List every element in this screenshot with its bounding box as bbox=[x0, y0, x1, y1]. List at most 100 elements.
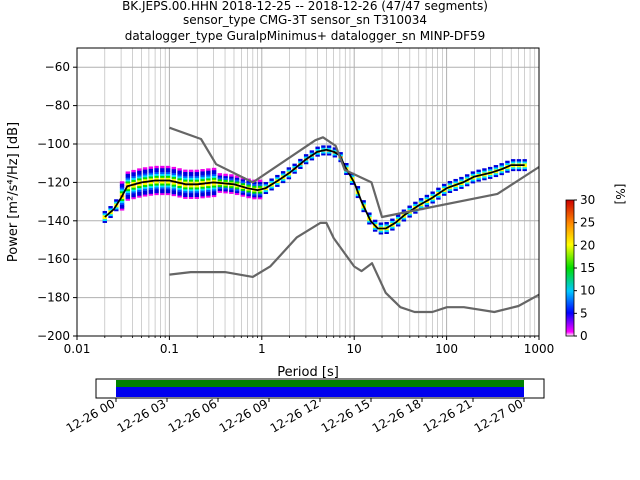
heatmap-cell bbox=[349, 182, 355, 185]
heatmap-cell bbox=[194, 173, 200, 176]
heatmap-cell bbox=[188, 181, 194, 184]
heatmap-cell bbox=[171, 176, 177, 179]
heatmap-cell bbox=[298, 166, 303, 169]
heatmap-cell bbox=[516, 162, 522, 166]
heatmap-cell bbox=[194, 190, 200, 194]
x-axis-label: Period [s] bbox=[277, 365, 339, 380]
heatmap-cell bbox=[493, 166, 499, 170]
timeline-band-data-coverage bbox=[116, 380, 524, 387]
heatmap-cell bbox=[470, 173, 476, 176]
heatmap-cell bbox=[367, 222, 372, 225]
heatmap-cell bbox=[137, 189, 142, 192]
heatmap-cell bbox=[436, 195, 441, 198]
heatmap-cell bbox=[131, 171, 136, 175]
heatmap-cell bbox=[200, 190, 205, 193]
heatmap-cell bbox=[378, 228, 384, 231]
heatmap-cell bbox=[160, 175, 165, 178]
heatmap-cell bbox=[223, 179, 228, 182]
heatmap-cell bbox=[303, 161, 309, 165]
heatmap-cell bbox=[160, 190, 165, 194]
heatmap-cell bbox=[211, 167, 217, 171]
heatmap-cell bbox=[217, 176, 223, 180]
heatmap-cell bbox=[246, 191, 251, 195]
heatmap-cell bbox=[424, 194, 430, 198]
heatmap-cell bbox=[482, 175, 487, 179]
heatmap-cell bbox=[384, 223, 389, 227]
heatmap-cell bbox=[142, 174, 148, 178]
heatmap-cell bbox=[217, 190, 223, 193]
heatmap-cell bbox=[131, 196, 136, 200]
heatmap-cell bbox=[344, 172, 349, 175]
heatmap-cell bbox=[493, 174, 499, 178]
heatmap-cell bbox=[499, 170, 504, 174]
heatmap-cell bbox=[102, 220, 108, 223]
heatmap-cell bbox=[223, 189, 228, 192]
heatmap-cell bbox=[188, 196, 194, 199]
heatmap-cell bbox=[263, 189, 269, 193]
heatmap-cell bbox=[413, 211, 418, 214]
heatmap-cell bbox=[505, 162, 510, 166]
heatmap-cell bbox=[125, 190, 131, 194]
heatmap-cell bbox=[390, 228, 395, 231]
heatmap-cell bbox=[418, 205, 424, 209]
heatmap-cell bbox=[447, 180, 453, 184]
y-tick-label: −140 bbox=[37, 214, 70, 228]
heatmap-cell bbox=[326, 151, 332, 154]
series-line-mean-psd bbox=[104, 148, 525, 230]
heatmap-cell bbox=[413, 201, 418, 205]
heatmap-cell bbox=[183, 171, 188, 174]
heatmap-cell bbox=[441, 185, 447, 189]
heatmap-cell bbox=[188, 194, 194, 198]
heatmap-cell bbox=[252, 189, 257, 192]
heatmap-cell bbox=[177, 189, 182, 192]
heatmap-cell bbox=[309, 152, 315, 155]
heatmap-cell bbox=[211, 188, 217, 192]
heatmap-cell bbox=[171, 182, 177, 185]
heatmap-cell bbox=[171, 168, 177, 172]
heatmap-cell bbox=[206, 172, 211, 175]
heatmap-cell bbox=[344, 164, 349, 168]
heatmap-cell bbox=[459, 186, 464, 189]
heatmap-cell bbox=[246, 190, 251, 193]
heatmap-cell bbox=[252, 193, 257, 196]
heatmap-cell bbox=[148, 189, 154, 192]
heatmap-cell bbox=[211, 169, 217, 173]
heatmap-cell bbox=[206, 170, 211, 173]
heatmap-cell bbox=[200, 172, 205, 176]
heatmap-cell bbox=[211, 192, 217, 196]
heatmap-cell bbox=[229, 185, 234, 189]
heatmap-cell bbox=[137, 176, 142, 179]
heatmap-cell bbox=[229, 176, 234, 179]
heatmap-cell bbox=[240, 190, 246, 193]
heatmap-cell bbox=[206, 174, 211, 177]
heatmap-cell bbox=[160, 181, 165, 184]
x-tick-label: 1 bbox=[258, 342, 266, 356]
heatmap-cell bbox=[269, 178, 274, 181]
heatmap-cell bbox=[177, 172, 182, 175]
heatmap-cell bbox=[194, 179, 200, 182]
heatmap-cell bbox=[459, 178, 464, 182]
heatmap-cell bbox=[102, 218, 108, 222]
heatmap-cell bbox=[430, 191, 435, 194]
heatmap-cell bbox=[177, 183, 182, 187]
heatmap-cell bbox=[131, 173, 136, 177]
heatmap-cell bbox=[223, 183, 228, 186]
heatmap-cell bbox=[125, 179, 131, 182]
heatmap-cell bbox=[194, 185, 200, 188]
heatmap-cell bbox=[217, 188, 223, 191]
heatmap-cell bbox=[194, 181, 200, 184]
heatmap-cell bbox=[361, 202, 366, 205]
heatmap-cell bbox=[171, 188, 177, 191]
heatmap-cell bbox=[418, 198, 424, 201]
heatmap-cell bbox=[355, 195, 361, 199]
heatmap-cell bbox=[114, 201, 119, 204]
y-tick-label: −200 bbox=[37, 329, 70, 343]
heatmap-cell bbox=[137, 183, 142, 187]
heatmap-cell bbox=[401, 209, 407, 212]
heatmap-cell bbox=[384, 229, 389, 233]
heatmap-cell bbox=[165, 181, 171, 184]
heatmap-cell bbox=[142, 178, 148, 182]
heatmap-cell bbox=[280, 178, 286, 182]
y-tick-label: −120 bbox=[37, 175, 70, 189]
heatmap-cell bbox=[148, 181, 154, 185]
